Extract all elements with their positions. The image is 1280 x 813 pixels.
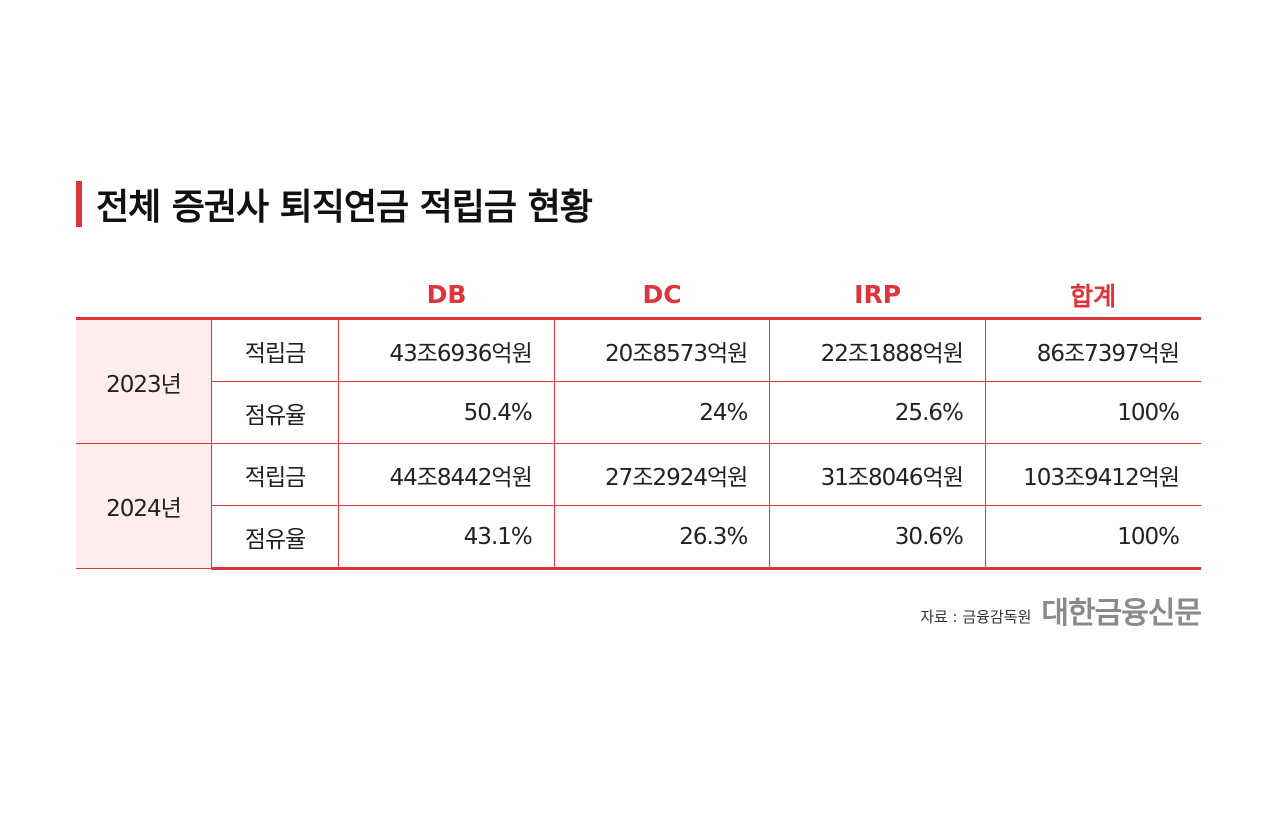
header-empty-year bbox=[76, 272, 212, 320]
value-cell: 26.3% bbox=[553, 505, 771, 570]
value-cell: 24% bbox=[553, 381, 771, 444]
page-title: 전체 증권사 퇴직연금 적립금 현황 bbox=[96, 187, 593, 228]
title-accent-bar bbox=[76, 181, 82, 227]
value-cell: 43조6936억원 bbox=[338, 318, 555, 382]
column-header-dc: DC bbox=[554, 272, 770, 320]
row-label-share: 점유율 bbox=[211, 381, 340, 444]
value-cell: 44조8442억원 bbox=[338, 443, 555, 506]
header-empty-kind bbox=[211, 272, 339, 320]
source-label: 자료 : 금융감독원 bbox=[920, 608, 1032, 626]
table-row: 2023년 적립금 43조6936억원 20조8573억원 22조1888억원 … bbox=[76, 318, 1201, 444]
value-cell: 50.4% bbox=[338, 381, 555, 444]
value-cell: 100% bbox=[984, 505, 1201, 570]
value-cell: 86조7397억원 bbox=[984, 318, 1201, 382]
value-cell: 25.6% bbox=[769, 381, 986, 444]
column-header-db: DB bbox=[338, 272, 555, 320]
table-row: 점유율 43.1% 26.3% 30.6% 100% bbox=[76, 505, 1201, 570]
value-cell: 100% bbox=[984, 381, 1201, 444]
row-label-reserve: 적립금 bbox=[210, 318, 340, 382]
publisher-logo: 대한금융신문 bbox=[1041, 596, 1202, 631]
column-header-total: 합계 bbox=[985, 272, 1201, 320]
table-header-row: DB DC IRP 합계 bbox=[76, 272, 1201, 320]
source-credit: 자료 : 금융감독원 대한금융신문 bbox=[920, 588, 1202, 632]
column-header-irp: IRP bbox=[769, 272, 986, 320]
row-label-share: 점유율 bbox=[211, 505, 340, 570]
pension-table: DB DC IRP 합계 2023년 적립금 43조6936억원 20조8573… bbox=[76, 272, 1201, 570]
value-cell: 43.1% bbox=[338, 505, 555, 570]
table-row: 2024년 적립금 44조8442억원 27조2924억원 31조8046억원 … bbox=[76, 443, 1201, 569]
row-label-reserve: 적립금 bbox=[210, 443, 340, 506]
table-row: 점유율 50.4% 24% 25.6% 100% bbox=[76, 381, 1201, 444]
year-cell-2024: 2024년 bbox=[76, 443, 212, 569]
value-cell: 31조8046억원 bbox=[769, 443, 986, 506]
title-block: 전체 증권사 퇴직연금 적립금 현황 bbox=[76, 178, 593, 230]
value-cell: 103조9412억원 bbox=[984, 443, 1201, 506]
value-cell: 30.6% bbox=[769, 505, 986, 570]
value-cell: 27조2924억원 bbox=[553, 443, 771, 506]
year-cell-2023: 2023년 bbox=[76, 318, 212, 444]
value-cell: 22조1888억원 bbox=[769, 318, 986, 382]
value-cell: 20조8573억원 bbox=[553, 318, 771, 382]
